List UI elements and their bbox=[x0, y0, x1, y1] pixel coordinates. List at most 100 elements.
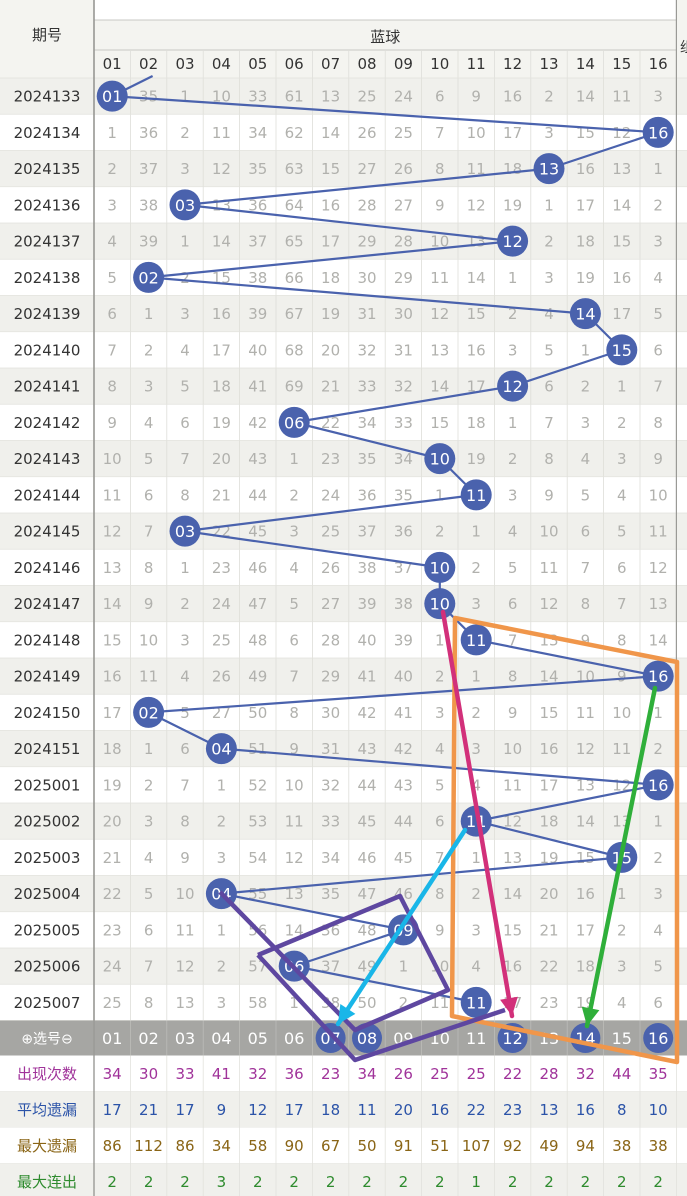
miss-count-cell: 1 bbox=[653, 813, 663, 831]
select-number-button[interactable]: 11 bbox=[466, 1029, 486, 1048]
ball-number: 15 bbox=[612, 848, 632, 867]
select-number-toggle[interactable]: ⊕选号⊖ bbox=[21, 1032, 72, 1048]
select-number-label[interactable]: 12 bbox=[502, 1029, 522, 1048]
partial-next-column-header: 组 bbox=[680, 40, 687, 56]
miss-count-cell: 22 bbox=[103, 885, 122, 903]
select-number-button[interactable]: 01 bbox=[102, 1029, 122, 1048]
stats-value: 18 bbox=[321, 1101, 340, 1119]
winning-ball: 13 bbox=[533, 153, 565, 185]
ball-number: 02 bbox=[138, 703, 158, 722]
select-number-label[interactable]: 04 bbox=[211, 1029, 231, 1048]
select-number-button[interactable]: 07 bbox=[315, 1023, 346, 1053]
select-number-button[interactable]: 15 bbox=[612, 1029, 632, 1048]
miss-count-cell: 8 bbox=[180, 486, 190, 504]
miss-count-cell: 1 bbox=[289, 450, 299, 468]
select-number-label[interactable]: 11 bbox=[466, 1029, 486, 1048]
select-number-label[interactable]: 10 bbox=[430, 1029, 450, 1048]
select-number-button[interactable]: 04 bbox=[211, 1029, 231, 1048]
stats-value: 2 bbox=[544, 1173, 554, 1191]
miss-count-cell: 6 bbox=[144, 486, 154, 504]
stats-value: 2 bbox=[435, 1173, 445, 1191]
miss-count-cell: 7 bbox=[653, 378, 663, 396]
ball-number: 16 bbox=[648, 667, 668, 686]
miss-count-cell: 2 bbox=[289, 486, 299, 504]
row-background bbox=[0, 259, 687, 296]
ball-circle bbox=[533, 153, 565, 185]
miss-count-cell: 5 bbox=[289, 595, 299, 613]
select-number-button[interactable]: 13 bbox=[539, 1029, 559, 1048]
column-number-header: 09 bbox=[394, 55, 413, 73]
select-number-label[interactable]: 09 bbox=[393, 1029, 413, 1048]
select-number-button[interactable]: 16 bbox=[643, 1023, 674, 1053]
ball-circle bbox=[424, 443, 456, 475]
miss-count-cell: 15 bbox=[503, 921, 522, 939]
table-row: 2024148 15 10 3 25 48 6 28 40 39 1 7 13 9 8 14 bbox=[0, 621, 687, 658]
miss-count-cell: 15 bbox=[467, 305, 486, 323]
select-number-button[interactable]: 08 bbox=[352, 1023, 382, 1053]
stats-value: 2 bbox=[508, 1173, 518, 1191]
miss-count-cell: 10 bbox=[467, 124, 486, 142]
stats-label: 最大遗漏 bbox=[17, 1137, 77, 1155]
miss-count-cell: 65 bbox=[285, 233, 304, 251]
miss-count-cell: 4 bbox=[653, 269, 663, 287]
miss-count-cell: 38 bbox=[248, 269, 267, 287]
ball-circle bbox=[606, 334, 638, 366]
miss-count-cell: 9 bbox=[508, 704, 518, 722]
miss-count-cell: 31 bbox=[321, 740, 340, 758]
miss-count-cell: 2 bbox=[508, 450, 518, 468]
miss-count-cell: 3 bbox=[544, 124, 554, 142]
miss-count-cell: 9 bbox=[581, 631, 591, 649]
select-number-button[interactable]: 02 bbox=[138, 1029, 158, 1048]
select-number-label[interactable]: 05 bbox=[248, 1029, 268, 1048]
ball-number: 06 bbox=[284, 957, 304, 976]
miss-count-cell: 36 bbox=[139, 124, 158, 142]
select-number-label[interactable]: 15 bbox=[612, 1029, 632, 1048]
stats-value: 2 bbox=[253, 1173, 263, 1191]
winning-ball: 03 bbox=[169, 189, 201, 221]
select-number-button[interactable]: 06 bbox=[284, 1029, 304, 1048]
select-number-button[interactable]: 12 bbox=[497, 1023, 528, 1053]
select-number-label[interactable]: 13 bbox=[539, 1029, 559, 1048]
stats-label: 出现次数 bbox=[17, 1065, 77, 1083]
miss-count-cell: 5 bbox=[544, 341, 554, 359]
select-number-label[interactable]: 03 bbox=[175, 1029, 195, 1048]
miss-count-cell: 9 bbox=[435, 921, 445, 939]
select-number-button[interactable]: 05 bbox=[248, 1029, 268, 1048]
miss-count-cell: 8 bbox=[289, 704, 299, 722]
miss-count-cell: 5 bbox=[180, 704, 190, 722]
select-number-label[interactable]: 16 bbox=[648, 1029, 668, 1048]
stats-value: 2 bbox=[653, 1173, 663, 1191]
stats-value: 20 bbox=[394, 1101, 413, 1119]
miss-count-cell: 11 bbox=[539, 559, 558, 577]
miss-count-cell: 13 bbox=[212, 196, 231, 214]
stats-value: 23 bbox=[321, 1065, 340, 1083]
winning-ball: 11 bbox=[460, 986, 492, 1018]
select-number-label[interactable]: 14 bbox=[575, 1029, 595, 1048]
select-number-label[interactable]: 07 bbox=[320, 1029, 340, 1048]
miss-count-cell: 25 bbox=[212, 631, 231, 649]
select-number-button[interactable]: 03 bbox=[175, 1029, 195, 1048]
miss-count-cell: 8 bbox=[435, 885, 445, 903]
select-number-label[interactable]: 01 bbox=[102, 1029, 122, 1048]
blue-ball-header: 蓝球 bbox=[370, 28, 400, 46]
miss-count-cell: 4 bbox=[617, 994, 627, 1012]
miss-count-cell: 7 bbox=[107, 341, 117, 359]
miss-count-cell: 12 bbox=[467, 196, 486, 214]
select-number-label[interactable]: 02 bbox=[138, 1029, 158, 1048]
miss-count-cell: 5 bbox=[617, 523, 627, 541]
stats-value: 34 bbox=[357, 1065, 376, 1083]
miss-count-cell: 1 bbox=[217, 776, 227, 794]
table-row: 2024145 12 7 22 45 3 25 37 36 2 1 4 10 6 5 11 bbox=[0, 513, 687, 550]
ball-number: 02 bbox=[138, 268, 158, 287]
miss-count-cell: 4 bbox=[508, 523, 518, 541]
period-cell: 2024150 bbox=[14, 704, 81, 722]
miss-count-cell: 13 bbox=[175, 994, 194, 1012]
miss-count-cell: 25 bbox=[321, 523, 340, 541]
miss-count-cell: 39 bbox=[248, 305, 267, 323]
miss-count-cell: 11 bbox=[103, 486, 122, 504]
select-number-label[interactable]: 08 bbox=[357, 1029, 377, 1048]
select-number-label[interactable]: 06 bbox=[284, 1029, 304, 1048]
select-number-button[interactable]: 09 bbox=[393, 1029, 413, 1048]
select-number-button[interactable]: 10 bbox=[430, 1029, 450, 1048]
select-number-button[interactable]: 14 bbox=[570, 1023, 601, 1053]
